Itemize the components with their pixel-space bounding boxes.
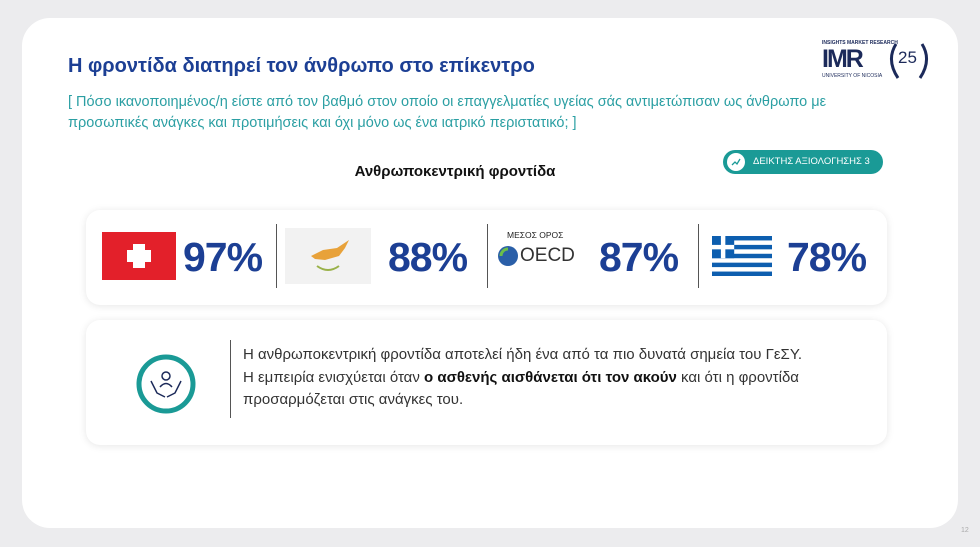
- logo: INSIGHTS MARKET RESEARCH IMR UNIVERSITY …: [822, 40, 938, 84]
- divider: [698, 224, 699, 288]
- divider: [230, 340, 231, 418]
- oecd-caption: ΜΕΣΟΣ ΟΡΟΣ: [507, 230, 564, 240]
- care-icon: [136, 354, 196, 414]
- laurel: [890, 43, 928, 79]
- page-number: 12: [961, 527, 969, 534]
- question: [ Πόσο ικανοποιημένος/η είστε από τον βα…: [68, 94, 827, 131]
- flag-greece: [712, 236, 772, 276]
- divider: [276, 224, 277, 288]
- emphasis: ο ασθενής αισθάνεται ότι τον ακούν: [424, 368, 677, 386]
- logo-years: 25: [898, 48, 917, 67]
- badge: ΔΕΙΚΤΗΣ ΑΞΙΟΛΟΓΗΣΗΣ 3: [723, 150, 883, 174]
- text: Η ανθρωποκεντρική φροντίδα αποτελεί ήδη …: [243, 346, 803, 386]
- title: Η φροντίδα διατηρεί τον άνθρωπο στο επίκ…: [68, 55, 535, 77]
- oecd-emblem: [498, 246, 518, 266]
- insight-card: [86, 320, 887, 445]
- insight-text: Η ανθρωποκεντρική φροντίδα αποτελεί ήδη …: [243, 344, 803, 412]
- stat-value: 97%: [183, 234, 263, 280]
- text: και ότι η φροντίδα προσαρμόζεται στις αν…: [243, 368, 799, 409]
- flag-cyprus: [285, 228, 371, 284]
- badge-label: ΔΕΙΚΤΗΣ ΑΞΙΟΛΟΓΗΣΗΣ 3: [753, 156, 870, 167]
- logo-university: UNIVERSITY OF NICOSIA: [822, 73, 883, 79]
- flag-switzerland: [102, 232, 176, 280]
- oecd-logo: OECD: [520, 245, 575, 266]
- divider: [487, 224, 488, 288]
- logo-name: IMR: [822, 45, 864, 73]
- badge-icon: [727, 153, 745, 171]
- stat-value: 87%: [599, 234, 679, 280]
- stat-value: 88%: [388, 234, 468, 280]
- logo-tagline: INSIGHTS MARKET RESEARCH: [822, 40, 898, 46]
- stat-value: 78%: [787, 234, 867, 280]
- section-heading: Ανθρωποκεντρική φροντίδα: [354, 163, 556, 180]
